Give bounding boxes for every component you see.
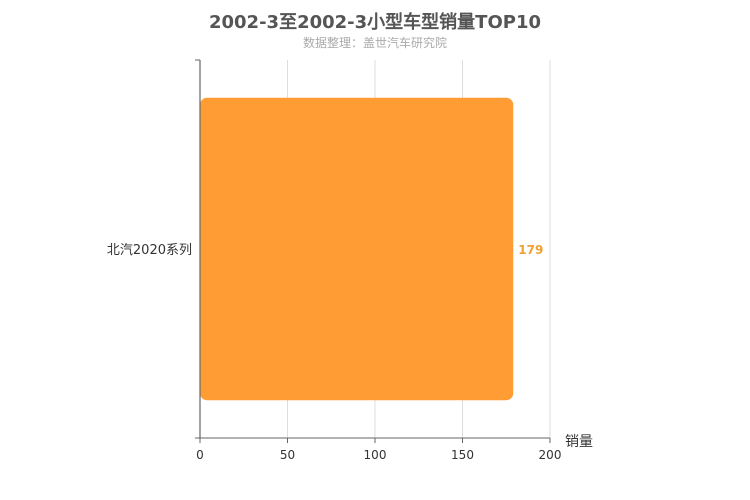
x-tick-label: 50 (280, 448, 295, 462)
labels: 0 50 100 150 200 北汽2020系列 179 (107, 243, 562, 462)
chart-title: 2002-3至2002-3小型车型销量TOP10 (208, 12, 541, 33)
bars (200, 97, 514, 401)
chart-subtitle: 数据整理：盖世汽车研究院 (302, 36, 447, 50)
x-tick-label: 100 (364, 448, 387, 462)
axes (195, 59, 551, 443)
value-label: 179 (518, 243, 543, 257)
x-tick-label: 200 (539, 448, 562, 462)
bar (200, 97, 514, 401)
category-label: 北汽2020系列 (107, 243, 192, 258)
x-axis-title: 销量 (565, 434, 593, 450)
x-tick-label: 0 (196, 448, 204, 462)
x-tick-label: 150 (451, 448, 474, 462)
